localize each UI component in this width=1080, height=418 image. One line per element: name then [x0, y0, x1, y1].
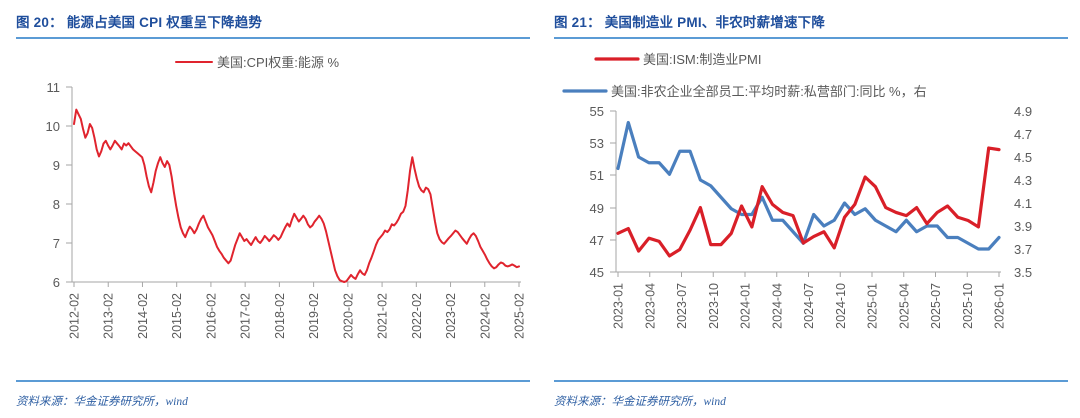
y-label-51: 51: [590, 168, 604, 183]
figure-20-legend: 美国:CPI权重:能源 %: [175, 55, 340, 70]
figure-21-title: 图 21： 美国制造业 PMI、非农时薪增速下降: [554, 15, 826, 30]
figure-panel-21: 图 21： 美国制造业 PMI、非农时薪增速下降 美国:ISM:制造业PMI 美…: [540, 0, 1080, 418]
x-tick-label: 2025-10: [961, 283, 975, 329]
figure-20-x-ticks: 2012-02 2013-02 2014-02 2015-02 2016-02 2017-…: [68, 282, 527, 339]
y2-label-4.9: 4.9: [1014, 104, 1032, 119]
figure-21-series-ism-pmi: [616, 146, 1001, 258]
y2-label-4.3: 4.3: [1014, 173, 1032, 188]
x-tick-label: 2025-07: [929, 283, 943, 329]
figure-20-series-cpi-energy: [73, 108, 520, 283]
y2-label-4.5: 4.5: [1014, 150, 1032, 165]
x-tick-label: 2025-01: [866, 283, 880, 329]
y2-label-3.9: 3.9: [1014, 219, 1032, 234]
x-tick-label: 2018-02: [273, 293, 287, 339]
figure-20-title: 图 20： 能源占美国 CPI 权重呈下降趋势: [16, 15, 263, 30]
x-tick-label: 2024-04: [770, 283, 784, 329]
y-label-55: 55: [590, 104, 604, 119]
figure-21-title-rule: [554, 37, 1068, 39]
y-label-49: 49: [590, 201, 604, 216]
y-label-11: 11: [47, 80, 61, 95]
y-label-6: 6: [53, 275, 60, 290]
x-tick-label: 2012-02: [68, 293, 82, 339]
y-label-45: 45: [590, 265, 604, 280]
y2-label-3.5: 3.5: [1014, 265, 1032, 280]
legend-label-avg-hourly-earnings: 美国:非农企业全部员工:平均时薪:私营部门:同比 %，右: [611, 84, 927, 99]
figure-20-chart-area: 美国:CPI权重:能源 % 11 10 9 8 7: [16, 39, 530, 369]
figure-21-y-ticks-left: 55 53 51 49 47 45: [590, 104, 616, 280]
x-tick-label: 2025-02: [513, 293, 527, 339]
x-tick-label: 2014-02: [136, 293, 150, 339]
x-tick-label: 2015-02: [170, 293, 184, 339]
x-tick-label: 2022-02: [410, 293, 424, 339]
x-tick-label: 2020-02: [341, 293, 355, 339]
x-tick-label: 2013-02: [102, 293, 116, 339]
y-label-8: 8: [53, 197, 60, 212]
x-tick-label: 2024-01: [739, 283, 753, 329]
y2-label-4.7: 4.7: [1014, 127, 1032, 142]
figure-20-source: 资料来源：华金证券研究所，wind: [16, 396, 188, 408]
x-tick-label: 2026-01: [993, 283, 1007, 329]
y2-label-4.1: 4.1: [1014, 196, 1032, 211]
figure-20-footer-rule: [16, 380, 530, 382]
figure-20-y-ticks: 11 10 9 8 7 6: [46, 80, 72, 290]
figure-20-title-rule: [16, 37, 530, 39]
figure-21-series-avg-hourly-earnings: [616, 120, 1001, 251]
figure-20-chart-svg: 美国:CPI权重:能源 % 11 10 9 8 7: [46, 55, 527, 339]
x-tick-label: 2019-02: [307, 293, 321, 339]
figure-panel-20: 图 20： 能源占美国 CPI 权重呈下降趋势 美国:CPI权重:能源 % 11: [16, 15, 530, 408]
x-tick-label: 2016-02: [204, 293, 218, 339]
x-tick-label: 2023-04: [643, 283, 657, 329]
figure-21-y-ticks-right: 3.5 3.7 3.9 4.1 4.3 4.5 4.7 4.9: [1014, 104, 1032, 280]
x-tick-label: 2023-02: [444, 293, 458, 339]
x-tick-label: 2023-07: [675, 283, 689, 329]
y-label-10: 10: [46, 119, 60, 134]
x-tick-label: 2023-01: [612, 283, 626, 329]
figure-21-footer-rule: [554, 380, 1068, 382]
y2-label-3.7: 3.7: [1014, 242, 1032, 257]
y-label-9: 9: [53, 158, 60, 173]
y-label-53: 53: [590, 136, 604, 151]
panel-divider: [540, 0, 541, 418]
y-label-47: 47: [590, 233, 604, 248]
figure-21-chart-area: 美国:ISM:制造业PMI 美国:非农企业全部员工:平均时薪:私营部门:同比 %…: [554, 39, 1068, 369]
x-tick-label: 2024-10: [834, 283, 848, 329]
x-tick-label: 2017-02: [239, 293, 253, 339]
x-tick-label: 2021-02: [376, 293, 390, 339]
legend-label-ism-pmi: 美国:ISM:制造业PMI: [643, 52, 761, 67]
x-tick-label: 2024-02: [478, 293, 492, 339]
figure-21-chart-svg: 美国:ISM:制造业PMI 美国:非农企业全部员工:平均时薪:私营部门:同比 %…: [562, 52, 1032, 329]
x-tick-label: 2023-10: [707, 283, 721, 329]
y-label-7: 7: [53, 236, 60, 251]
legend-label-cpi-energy: 美国:CPI权重:能源 %: [217, 55, 340, 70]
x-tick-label: 2025-04: [897, 283, 911, 329]
figure-21-legend-pmi: 美国:ISM:制造业PMI: [594, 52, 761, 67]
figure-21-x-ticks: 2023-01 2023-04 2023-07 2023-10 2024-01 2024-…: [612, 272, 1007, 329]
figure-21-legend-wage: 美国:非农企业全部员工:平均时薪:私营部门:同比 %，右: [562, 84, 927, 99]
figure-21-source: 资料来源：华金证券研究所，wind: [554, 396, 726, 408]
x-tick-label: 2024-07: [802, 283, 816, 329]
